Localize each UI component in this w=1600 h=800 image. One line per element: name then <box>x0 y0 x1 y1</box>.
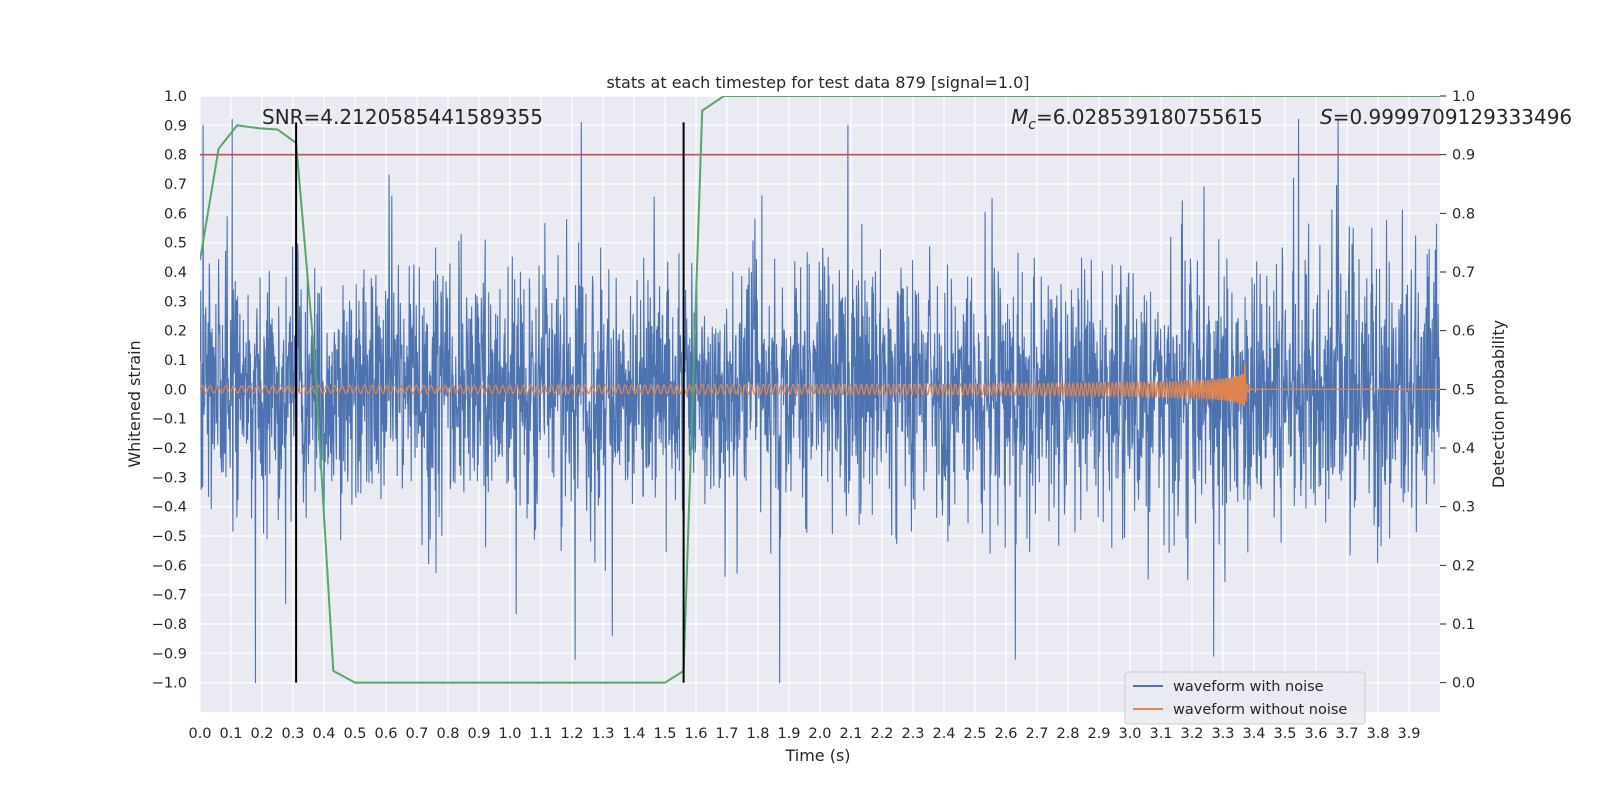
y-tick-label: −0.2 <box>152 441 187 457</box>
series-waveform-with-noise <box>200 118 1440 684</box>
y-tick-labels: 1.0 0.9 0.8 0.7 0.6 0.5 0.4 0.3 0.2 0.1 0.0 −0.1 −0.… <box>152 89 187 692</box>
y2-tick-label: 0.8 <box>1452 206 1475 222</box>
y-tick-label: −0.3 <box>152 470 187 486</box>
y-tick-label: 0.5 <box>164 236 187 252</box>
y2-tick-label: 1.0 <box>1452 89 1475 105</box>
y-tick-label: 0.4 <box>164 265 187 281</box>
x-tick-label: 2.1 <box>839 726 862 742</box>
x-tick-label: 2.8 <box>1056 726 1079 742</box>
y-tick-label: −0.4 <box>152 500 187 516</box>
x-tick-label: 1.1 <box>529 726 552 742</box>
chirp-mass-subscript: c <box>1028 117 1036 133</box>
x-tick-label: 2.7 <box>1025 726 1048 742</box>
chirp-mass-value: =6.028539180755615 <box>1036 105 1263 129</box>
x-tick-label: 0.7 <box>405 726 428 742</box>
x-tick-label: 2.6 <box>994 726 1017 742</box>
series-detection-probability <box>200 96 1440 684</box>
x-tick-label: 0.8 <box>436 726 459 742</box>
x-tick-label: 3.0 <box>1118 726 1141 742</box>
score-annotation: S=0.9999709129333496 <box>1320 105 1572 129</box>
chart-title: stats at each timestep for test data 879… <box>606 73 1029 92</box>
y2-tick-label: 0.0 <box>1452 676 1475 692</box>
x-tick-label: 1.3 <box>591 726 614 742</box>
y-tick-label: 0.6 <box>164 206 187 222</box>
x-tick-label: 2.0 <box>808 726 831 742</box>
x-tick-label: 0.0 <box>188 726 211 742</box>
y-tick-label: −0.1 <box>152 412 187 428</box>
x-tick-label: 3.5 <box>1273 726 1296 742</box>
y2-tick-label: 0.1 <box>1452 617 1475 633</box>
score-value: =0.9999709129333496 <box>1333 105 1572 129</box>
y2-tick-label: 0.2 <box>1452 558 1475 574</box>
legend-label-noise: waveform with noise <box>1173 679 1324 695</box>
x-tick-label: 1.6 <box>684 726 707 742</box>
y2-tick-label: 0.5 <box>1452 382 1475 398</box>
x-tick-label: 3.9 <box>1397 726 1420 742</box>
y2-tick-label: 0.3 <box>1452 500 1475 516</box>
x-tick-label: 0.5 <box>343 726 366 742</box>
y-tick-label: 0.0 <box>164 382 187 398</box>
y-tick-label: 1.0 <box>164 89 187 105</box>
x-tick-label: 1.5 <box>653 726 676 742</box>
y-tick-label: −0.7 <box>152 588 187 604</box>
y-tick-label: 0.2 <box>164 324 187 340</box>
x-tick-label: 1.9 <box>777 726 800 742</box>
x-tick-label: 3.7 <box>1335 726 1358 742</box>
y-tick-label: −0.8 <box>152 617 187 633</box>
x-tick-label: 0.1 <box>219 726 242 742</box>
y-tick-label: −0.5 <box>152 529 187 545</box>
y2-tick-label: 0.9 <box>1452 148 1475 164</box>
score-symbol: S <box>1320 105 1333 129</box>
chirp-mass-symbol: M <box>1011 105 1028 129</box>
x-tick-label: 3.8 <box>1366 726 1389 742</box>
legend: waveform with noise waveform without noi… <box>1124 671 1366 725</box>
x-tick-label: 2.2 <box>870 726 893 742</box>
x-tick-label: 1.2 <box>560 726 583 742</box>
x-tick-label: 1.0 <box>498 726 521 742</box>
x-tick-label: 1.4 <box>622 726 645 742</box>
x-tick-label: 2.4 <box>932 726 955 742</box>
x-tick-label: 0.6 <box>374 726 397 742</box>
x-tick-label: 0.3 <box>281 726 304 742</box>
x-tick-label: 3.3 <box>1211 726 1234 742</box>
x-tick-label: 0.4 <box>312 726 335 742</box>
chirp-mass-annotation: Mc=6.028539180755615 <box>1011 105 1263 133</box>
y-tick-label: −0.9 <box>152 646 187 662</box>
x-tick-label: 3.4 <box>1242 726 1265 742</box>
y2-tick-label: 0.6 <box>1452 324 1475 340</box>
x-tick-label: 3.6 <box>1304 726 1327 742</box>
y2-tick-label: 0.4 <box>1452 441 1475 457</box>
snr-annotation: SNR=4.2120585441589355 <box>262 105 543 129</box>
x-tick-label: 0.2 <box>250 726 273 742</box>
series-waveform-without-noise <box>200 363 1440 406</box>
y-tick-label: −0.6 <box>152 558 187 574</box>
legend-box <box>1124 671 1366 725</box>
y-tick-label: 0.3 <box>164 294 187 310</box>
y-tick-label: 0.7 <box>164 177 187 193</box>
x-tick-label: 2.9 <box>1087 726 1110 742</box>
x-tick-label: 3.2 <box>1180 726 1203 742</box>
x-tick-labels: 0.0 0.1 0.2 0.3 0.4 0.5 0.6 0.7 0.8 0.9 1.0 1.1 1.2 1… <box>188 726 1420 742</box>
x-tick-label: 3.1 <box>1149 726 1172 742</box>
y-tick-label: 0.9 <box>164 118 187 134</box>
y2-axis-label: Detection probability <box>1489 320 1508 488</box>
x-axis-label: Time (s) <box>784 746 850 765</box>
y2-tick-labels: 1.0 0.9 0.8 0.7 0.6 0.5 0.4 0.3 0.2 0.1 0.0 <box>1440 89 1475 692</box>
x-tick-label: 2.3 <box>901 726 924 742</box>
legend-label-clean: waveform without noise <box>1173 702 1347 718</box>
x-tick-label: 0.9 <box>467 726 490 742</box>
x-tick-label: 1.8 <box>746 726 769 742</box>
y-axis-label: Whitened strain <box>125 340 144 467</box>
y2-tick-label: 0.7 <box>1452 265 1475 281</box>
y-tick-label: 0.1 <box>164 353 187 369</box>
y-tick-label: 0.8 <box>164 148 187 164</box>
x-tick-label: 2.5 <box>963 726 986 742</box>
y-tick-label: −1.0 <box>152 676 187 692</box>
x-tick-label: 1.7 <box>715 726 738 742</box>
